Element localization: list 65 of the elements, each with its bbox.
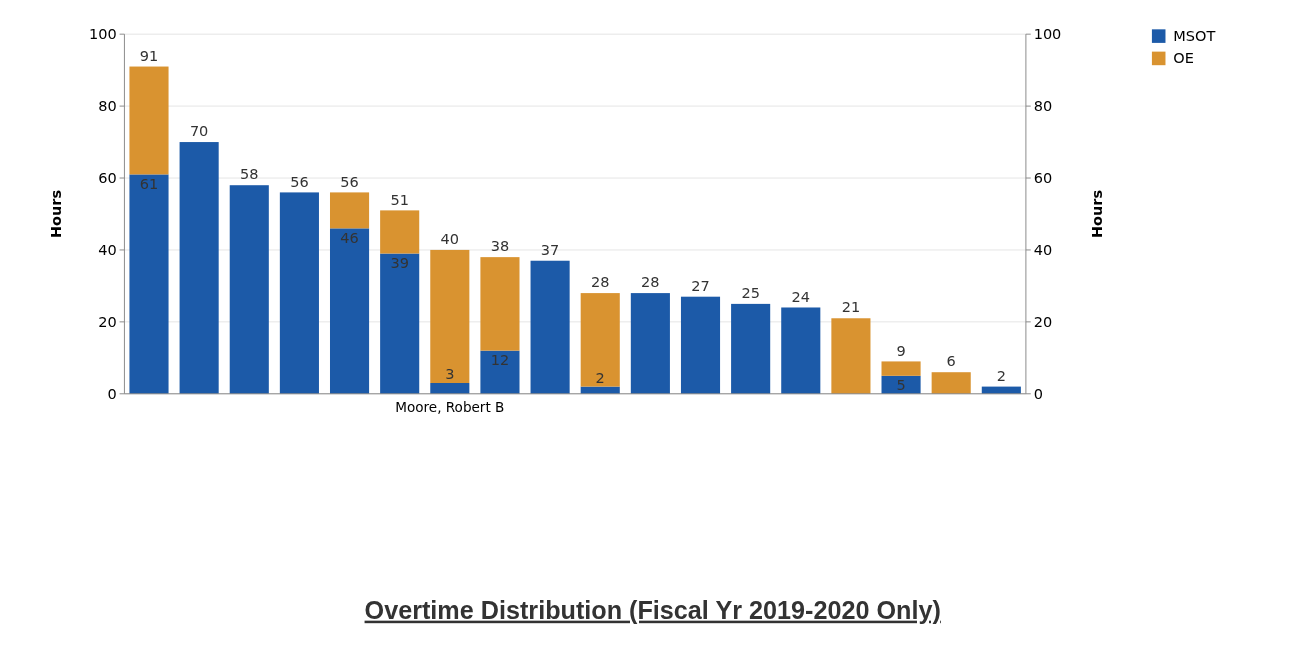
y2-tick-label: 0 (1033, 385, 1043, 402)
bar (931, 372, 971, 394)
y-tick-label: 0 (107, 385, 117, 402)
total-label: 6 (946, 353, 956, 370)
total-label: 51 (390, 191, 409, 208)
text: Overtime Distribution (Fiscal Yr 2019-2020 Only) (364, 595, 941, 624)
bar (179, 142, 219, 394)
total-label: 70 (189, 123, 209, 140)
y2-tick-label: 80 (1033, 98, 1053, 115)
total-label: 9 (896, 342, 906, 359)
y2-tick-label: 40 (1033, 242, 1053, 259)
y-tick-label: 40 (98, 242, 117, 259)
data-label: 46 (340, 229, 359, 246)
legend-label: MSOT (1173, 28, 1216, 45)
bar (480, 257, 520, 351)
total-label: 37 (540, 241, 560, 258)
total-label: 58 (240, 166, 259, 183)
y-axis-title: Hours (48, 189, 65, 239)
bar (831, 318, 871, 394)
y-tick-label: 80 (98, 98, 117, 115)
bar (380, 253, 420, 394)
total-label: 40 (440, 231, 460, 248)
bar (781, 307, 821, 394)
bar (229, 185, 269, 394)
bar (380, 210, 420, 254)
bar (430, 249, 470, 383)
data-label: 5 (896, 377, 906, 394)
total-label: 28 (641, 274, 660, 291)
bar (530, 260, 570, 394)
bar (680, 296, 721, 394)
data-label: 61 (139, 175, 159, 192)
y2-axis-title: Hours (1088, 189, 1105, 239)
bar (480, 350, 520, 394)
bar (630, 293, 670, 394)
bar (129, 66, 169, 175)
bar (329, 192, 370, 229)
y2-tick-label: 100 (1033, 26, 1062, 43)
bar (881, 361, 921, 376)
data-label: 3 (445, 366, 455, 383)
total-label: 21 (841, 299, 861, 316)
total-label: 91 (139, 47, 159, 64)
total-label: 25 (741, 285, 760, 302)
y2-tick-label: 60 (1033, 170, 1053, 187)
total-label: 56 (290, 173, 309, 190)
total-label: 24 (791, 288, 811, 305)
bar (329, 228, 370, 394)
bar (129, 174, 169, 394)
total-label: 56 (340, 173, 359, 190)
legend-label: OE (1173, 50, 1194, 67)
bar (731, 303, 771, 394)
total-label: 28 (590, 274, 610, 291)
y-tick-label: 20 (98, 313, 117, 330)
bar (580, 293, 620, 387)
y-tick-label: 60 (98, 170, 117, 187)
total-label: 2 (996, 367, 1006, 384)
data-label: 2 (595, 369, 605, 386)
total-label: 38 (490, 238, 510, 255)
y-tick-label: 100 (88, 26, 117, 43)
y2-tick-label: 20 (1033, 313, 1053, 330)
data-label: 12 (490, 352, 510, 369)
bar (430, 383, 470, 394)
data-label: 39 (390, 255, 409, 272)
x-tick-label: Moore, Robert B (395, 399, 505, 416)
total-label: 27 (691, 277, 710, 294)
bar (279, 192, 319, 394)
